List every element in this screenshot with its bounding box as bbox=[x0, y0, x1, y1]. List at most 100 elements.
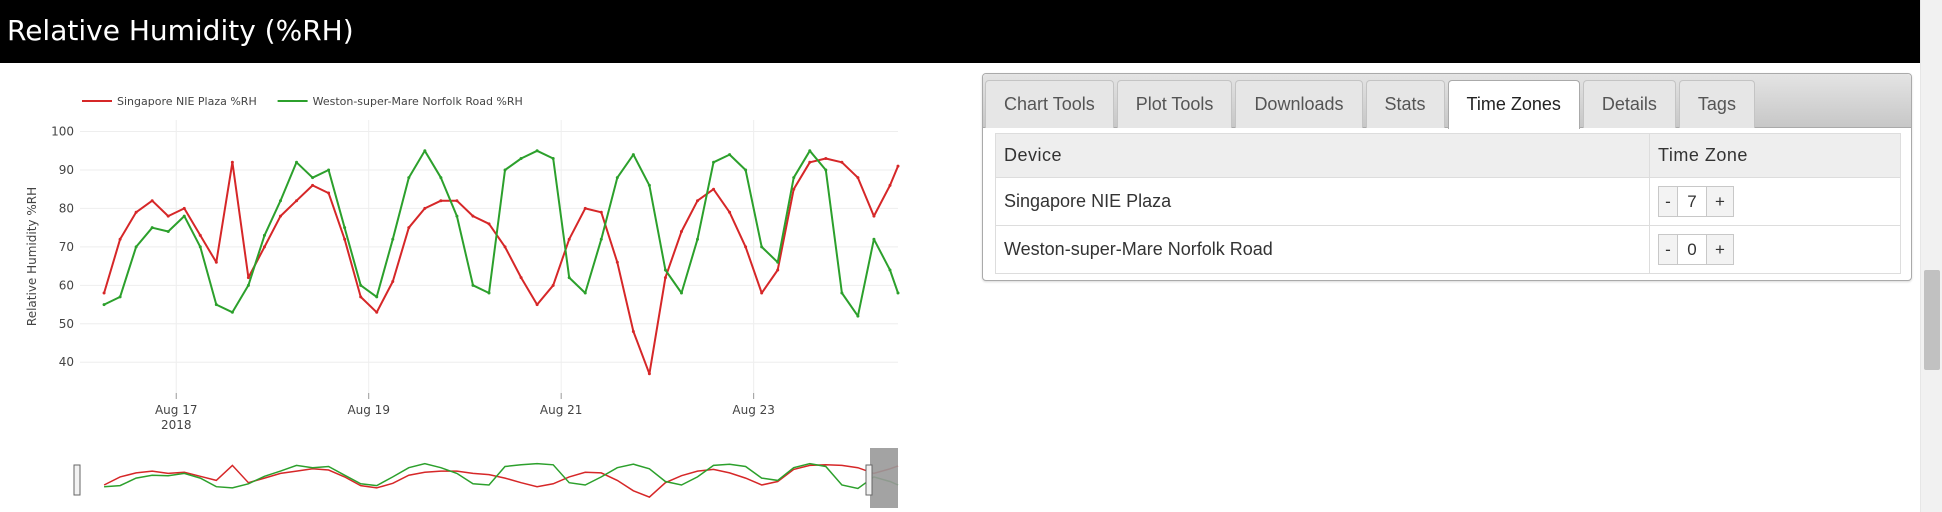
data-point[interactable] bbox=[599, 237, 603, 241]
data-point[interactable] bbox=[551, 283, 555, 287]
decrement-button[interactable]: - bbox=[1658, 186, 1678, 217]
navigator-right-handle[interactable] bbox=[865, 464, 873, 496]
data-point[interactable] bbox=[375, 310, 379, 314]
data-point[interactable] bbox=[391, 279, 395, 283]
timezone-value[interactable]: 7 bbox=[1678, 186, 1706, 217]
data-point[interactable] bbox=[888, 183, 892, 187]
data-point[interactable] bbox=[856, 314, 860, 318]
data-point[interactable] bbox=[824, 168, 828, 172]
data-point[interactable] bbox=[423, 206, 427, 210]
data-point[interactable] bbox=[696, 237, 700, 241]
data-point[interactable] bbox=[551, 156, 555, 160]
data-point[interactable] bbox=[407, 176, 411, 180]
data-point[interactable] bbox=[647, 372, 651, 376]
data-point[interactable] bbox=[792, 187, 796, 191]
navigator-left-handle[interactable] bbox=[73, 464, 81, 496]
decrement-button[interactable]: - bbox=[1658, 234, 1678, 265]
data-point[interactable] bbox=[487, 222, 491, 226]
data-point[interactable] bbox=[439, 176, 443, 180]
data-point[interactable] bbox=[375, 295, 379, 299]
data-point[interactable] bbox=[214, 303, 218, 307]
data-point[interactable] bbox=[423, 149, 427, 153]
data-point[interactable] bbox=[856, 176, 860, 180]
data-point[interactable] bbox=[679, 230, 683, 234]
data-point[interactable] bbox=[102, 291, 106, 295]
data-point[interactable] bbox=[343, 237, 347, 241]
tab-time-zones[interactable]: Time Zones bbox=[1447, 80, 1580, 129]
data-point[interactable] bbox=[311, 183, 315, 187]
tab-chart-tools[interactable]: Chart Tools bbox=[985, 80, 1114, 128]
data-point[interactable] bbox=[455, 214, 459, 218]
tab-stats[interactable]: Stats bbox=[1365, 80, 1445, 128]
data-point[interactable] bbox=[567, 237, 571, 241]
data-point[interactable] bbox=[246, 283, 250, 287]
data-point[interactable] bbox=[230, 160, 234, 164]
data-point[interactable] bbox=[840, 291, 844, 295]
page-scrollbar[interactable] bbox=[1920, 0, 1942, 512]
data-point[interactable] bbox=[391, 237, 395, 241]
navigator-selection[interactable] bbox=[870, 448, 898, 508]
data-point[interactable] bbox=[535, 303, 539, 307]
timezone-stepper[interactable]: - 7 + bbox=[1658, 186, 1734, 217]
data-point[interactable] bbox=[663, 276, 667, 280]
data-point[interactable] bbox=[359, 295, 363, 299]
data-point[interactable] bbox=[631, 329, 635, 333]
increment-button[interactable]: + bbox=[1706, 234, 1734, 265]
increment-button[interactable]: + bbox=[1706, 186, 1734, 217]
data-point[interactable] bbox=[808, 149, 812, 153]
data-point[interactable] bbox=[824, 156, 828, 160]
data-point[interactable] bbox=[647, 183, 651, 187]
data-point[interactable] bbox=[744, 245, 748, 249]
data-point[interactable] bbox=[182, 214, 186, 218]
data-point[interactable] bbox=[166, 214, 170, 218]
data-point[interactable] bbox=[359, 283, 363, 287]
data-point[interactable] bbox=[487, 291, 491, 295]
data-point[interactable] bbox=[776, 260, 780, 264]
data-point[interactable] bbox=[118, 237, 122, 241]
data-point[interactable] bbox=[311, 176, 315, 180]
data-point[interactable] bbox=[134, 245, 138, 249]
data-point[interactable] bbox=[615, 260, 619, 264]
data-point[interactable] bbox=[503, 168, 507, 172]
data-point[interactable] bbox=[896, 291, 900, 295]
data-point[interactable] bbox=[631, 153, 635, 157]
data-point[interactable] bbox=[471, 283, 475, 287]
data-point[interactable] bbox=[102, 303, 106, 307]
data-point[interactable] bbox=[278, 199, 282, 203]
data-point[interactable] bbox=[888, 268, 892, 272]
series-line-singapore[interactable] bbox=[103, 157, 899, 375]
tab-details[interactable]: Details bbox=[1582, 80, 1676, 128]
tab-tags[interactable]: Tags bbox=[1678, 80, 1755, 128]
data-point[interactable] bbox=[583, 291, 587, 295]
data-point[interactable] bbox=[262, 245, 266, 249]
data-point[interactable] bbox=[728, 210, 732, 214]
humidity-chart[interactable]: 40 50 60 70 80 90 100 Aug 17 2018 Aug 19 Aug 21 Aug… bbox=[0, 63, 900, 512]
data-point[interactable] bbox=[712, 187, 716, 191]
data-point[interactable] bbox=[728, 153, 732, 157]
data-point[interactable] bbox=[214, 260, 218, 264]
timezone-value[interactable]: 0 bbox=[1678, 234, 1706, 265]
data-point[interactable] bbox=[840, 160, 844, 164]
data-point[interactable] bbox=[246, 276, 250, 280]
data-point[interactable] bbox=[278, 214, 282, 218]
data-point[interactable] bbox=[599, 210, 603, 214]
data-point[interactable] bbox=[519, 276, 523, 280]
data-point[interactable] bbox=[182, 206, 186, 210]
data-point[interactable] bbox=[679, 291, 683, 295]
series-line-weston[interactable] bbox=[103, 149, 899, 318]
data-point[interactable] bbox=[808, 160, 812, 164]
data-point[interactable] bbox=[696, 199, 700, 203]
data-point[interactable] bbox=[198, 233, 202, 237]
data-point[interactable] bbox=[150, 226, 154, 230]
data-point[interactable] bbox=[535, 149, 539, 153]
scrollbar-thumb[interactable] bbox=[1924, 270, 1940, 370]
data-point[interactable] bbox=[230, 310, 234, 314]
data-point[interactable] bbox=[567, 276, 571, 280]
data-point[interactable] bbox=[760, 291, 764, 295]
data-point[interactable] bbox=[776, 268, 780, 272]
data-point[interactable] bbox=[615, 176, 619, 180]
data-point[interactable] bbox=[118, 295, 122, 299]
timezone-stepper[interactable]: - 0 + bbox=[1658, 234, 1734, 265]
data-point[interactable] bbox=[455, 199, 459, 203]
